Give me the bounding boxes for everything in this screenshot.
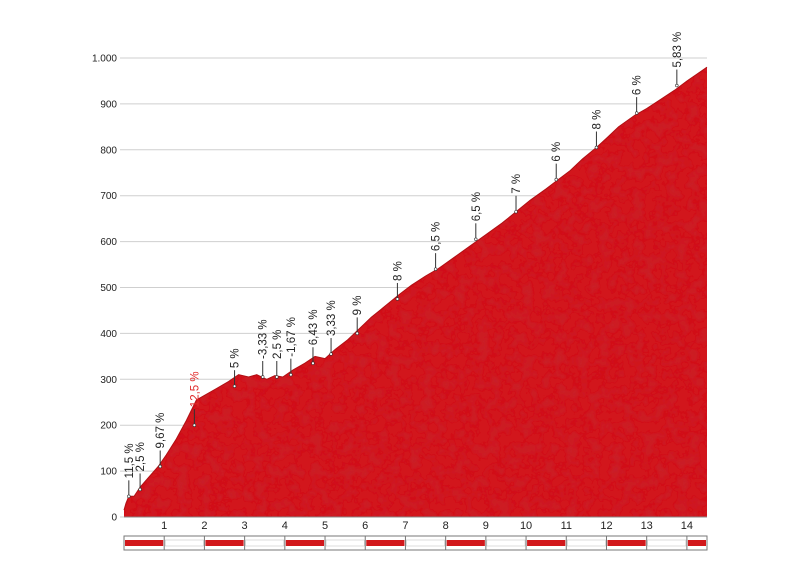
grade-label: 11,5 % xyxy=(124,443,136,478)
distance-bar-segment xyxy=(245,539,285,547)
y-tick-label: 1.000 xyxy=(92,54,117,65)
distance-bar-segment xyxy=(366,540,405,546)
x-tick-label: 14 xyxy=(681,520,693,532)
grade-label: 6 % xyxy=(632,75,644,95)
x-tick-label: 5 xyxy=(322,520,328,532)
y-tick-label: 100 xyxy=(100,467,117,478)
y-tick-label: 0 xyxy=(111,513,117,524)
grade-label: 7 % xyxy=(511,174,523,194)
x-tick-label: 2 xyxy=(201,520,207,532)
distance-bar-segment xyxy=(607,540,646,546)
y-tick-label: 400 xyxy=(100,329,117,340)
grade-marker-dot xyxy=(395,297,400,301)
x-axis: 1 2 3 4 5 6 7 8 9 10 11 12 13 14 xyxy=(123,516,708,551)
distance-bar-segment xyxy=(446,540,485,546)
grade-label: -3,33 % xyxy=(258,319,270,359)
grade-marker-dot xyxy=(675,83,679,88)
distance-bar-segment xyxy=(567,539,606,547)
grade-marker-dot xyxy=(138,487,142,492)
x-tick-label: 6 xyxy=(362,520,368,532)
grade-marker-dot xyxy=(355,331,359,336)
elevation-profile-line xyxy=(123,66,708,511)
grade-marker-dot xyxy=(329,352,333,356)
distance-bar-segment xyxy=(486,539,526,547)
grade-label: 9,67 % xyxy=(155,413,167,449)
grade-marker-dot xyxy=(192,423,197,427)
grade-marker-dot xyxy=(634,111,639,115)
grade-label: 6,5 % xyxy=(431,222,443,251)
grade-marker-dot xyxy=(594,145,599,150)
distance-bar-segment xyxy=(285,540,325,546)
x-tick-label: 10 xyxy=(520,520,532,532)
grade-marker-dot xyxy=(311,361,315,365)
distance-bar-segment xyxy=(125,540,164,546)
profile-area-group xyxy=(123,66,708,517)
grade-label: 9 % xyxy=(352,296,364,316)
grade-label: 6 % xyxy=(551,142,563,162)
y-tick-label: 300 xyxy=(100,375,117,386)
grade-marker-dot xyxy=(127,494,131,499)
grade-marker-dot xyxy=(514,210,518,214)
grade-marker-dot xyxy=(261,375,265,379)
elevation-profile-area xyxy=(124,67,707,517)
x-tick-label: 7 xyxy=(402,520,408,532)
distance-bar-segment xyxy=(325,539,365,547)
grade-label: 2,5 % xyxy=(272,330,284,359)
grade-annotations: 11,5 % 2,5 %9,67 %12,5 %5 % -3,33 % 2,5 % -1… xyxy=(124,32,684,499)
y-tick-label: 800 xyxy=(100,145,117,156)
grade-label: 5 % xyxy=(230,348,242,368)
x-tick-label: 13 xyxy=(641,520,653,532)
y-axis-ticks: 0 100 200 300 400 500 600 700 800 900 1.000 xyxy=(92,54,117,524)
grade-label: 8 % xyxy=(591,110,603,130)
y-tick-label: 900 xyxy=(100,99,117,110)
grade-label: 8 % xyxy=(392,261,404,281)
grade-marker-dot xyxy=(232,384,237,388)
grade-label: -1,67 % xyxy=(286,317,298,357)
grade-label: 2,5 % xyxy=(135,442,147,471)
grade-label: 6,43 % xyxy=(308,309,320,345)
grade-marker-dot xyxy=(474,237,478,242)
grade-label: 12,5 % xyxy=(189,371,201,407)
x-tick-label: 4 xyxy=(282,520,288,532)
distance-bar-segment xyxy=(406,539,445,547)
grade-marker-dot xyxy=(433,267,438,271)
grade-marker-dot xyxy=(275,375,279,379)
grade-label: 5,83 % xyxy=(672,32,684,68)
x-tick-label: 11 xyxy=(561,520,572,532)
y-tick-label: 600 xyxy=(100,237,117,248)
grade-marker-dot xyxy=(289,373,293,377)
x-tick-label: 9 xyxy=(483,520,489,532)
distance-bar-segment xyxy=(647,539,687,547)
y-tick-label: 200 xyxy=(100,421,117,432)
x-tick-label: 8 xyxy=(443,520,449,532)
x-tick-label: 1 xyxy=(161,520,167,532)
grade-label: 6,5 % xyxy=(471,192,483,221)
distance-bar-segment xyxy=(527,540,566,546)
distance-bar-segment xyxy=(205,540,244,546)
y-tick-label: 700 xyxy=(100,191,117,202)
grade-label: 3,33 % xyxy=(326,300,338,336)
y-tick-label: 500 xyxy=(100,283,117,294)
grade-marker-dot xyxy=(158,464,162,469)
distance-bar-segment xyxy=(164,539,204,547)
distance-bar-segment xyxy=(687,540,706,546)
x-tick-label: 12 xyxy=(600,520,612,532)
grade-marker-dot xyxy=(554,177,558,182)
x-tick-label: 3 xyxy=(242,520,248,532)
